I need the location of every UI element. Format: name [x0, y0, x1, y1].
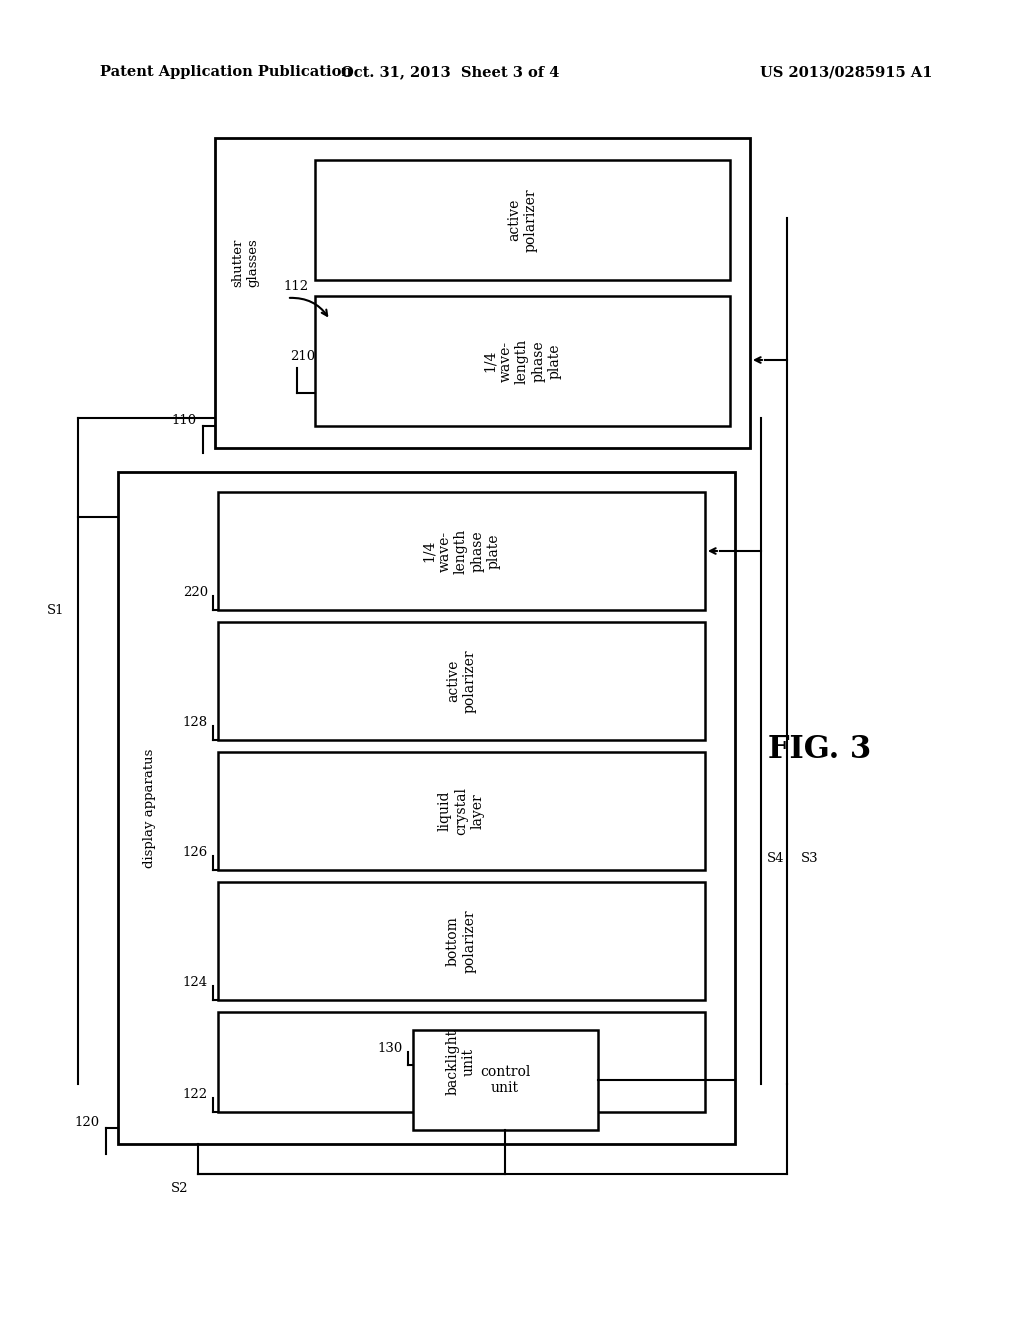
Text: Oct. 31, 2013  Sheet 3 of 4: Oct. 31, 2013 Sheet 3 of 4: [341, 65, 559, 79]
Bar: [218, 492, 705, 610]
Text: display apparatus: display apparatus: [143, 748, 157, 867]
Bar: [218, 882, 705, 1001]
Text: 210: 210: [290, 350, 315, 363]
Text: S3: S3: [801, 851, 818, 865]
Text: bottom
polarizer: bottom polarizer: [445, 909, 476, 973]
Bar: [315, 160, 730, 280]
Bar: [218, 1012, 705, 1111]
Bar: [118, 473, 735, 1144]
Text: 112: 112: [283, 280, 308, 293]
Text: 220: 220: [183, 586, 208, 598]
Text: S1: S1: [46, 603, 63, 616]
Text: S2: S2: [171, 1183, 188, 1196]
Text: 126: 126: [182, 846, 208, 858]
Bar: [413, 1030, 598, 1130]
Text: 1/4
wave-
length
phase
plate: 1/4 wave- length phase plate: [422, 528, 501, 574]
Text: US 2013/0285915 A1: US 2013/0285915 A1: [760, 65, 933, 79]
Text: liquid
crystal
layer: liquid crystal layer: [438, 787, 484, 836]
Text: shutter
glasses: shutter glasses: [231, 239, 259, 288]
Text: active
polarizer: active polarizer: [507, 189, 538, 252]
Bar: [218, 752, 705, 870]
Bar: [215, 139, 750, 447]
Text: control
unit: control unit: [480, 1065, 530, 1096]
Bar: [218, 622, 705, 741]
Text: 110: 110: [172, 413, 197, 426]
Text: Patent Application Publication: Patent Application Publication: [100, 65, 352, 79]
Text: 122: 122: [183, 1088, 208, 1101]
Text: 130: 130: [378, 1041, 403, 1055]
Bar: [315, 296, 730, 426]
Text: 1/4
wave-
length
phase
plate: 1/4 wave- length phase plate: [482, 338, 561, 384]
Text: S4: S4: [767, 851, 784, 865]
Text: backlight
unit: backlight unit: [445, 1028, 476, 1096]
Text: 120: 120: [75, 1115, 100, 1129]
Text: 128: 128: [183, 715, 208, 729]
Text: active
polarizer: active polarizer: [445, 649, 476, 713]
Text: 124: 124: [183, 975, 208, 989]
Text: FIG. 3: FIG. 3: [768, 734, 871, 766]
